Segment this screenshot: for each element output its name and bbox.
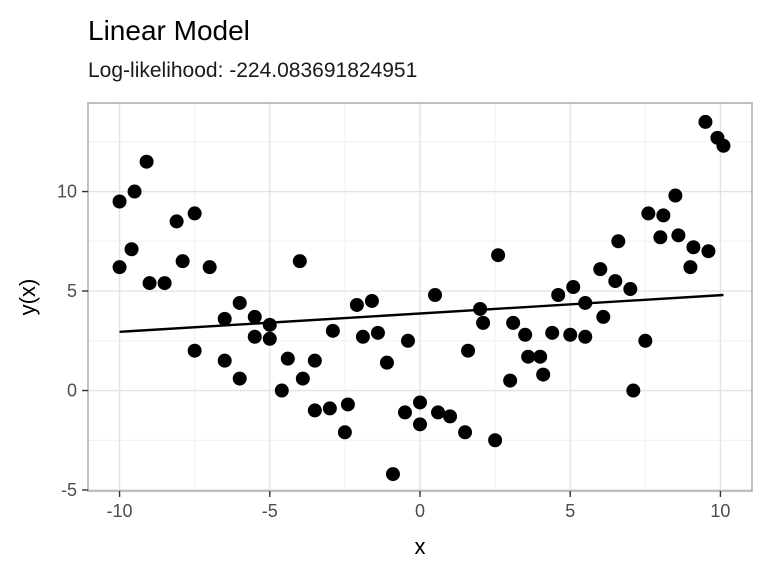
y-axis-tick-label: 5 [67, 281, 77, 301]
data-point [623, 282, 638, 297]
data-point [536, 367, 551, 382]
data-point [503, 373, 518, 388]
data-point [124, 242, 139, 257]
y-axis-tick-label: -5 [61, 480, 77, 500]
data-point [175, 254, 190, 269]
data-point [280, 351, 295, 366]
data-point [506, 315, 521, 330]
data-point [295, 371, 310, 386]
plot-subtitle: Log-likelihood: -224.083691824951 [88, 59, 418, 82]
data-point [307, 353, 322, 368]
data-point [683, 260, 698, 275]
data-point [262, 331, 277, 346]
data-point [262, 317, 277, 332]
data-point [638, 333, 653, 348]
data-point [142, 276, 157, 291]
data-point [340, 397, 355, 412]
data-point [443, 409, 458, 424]
data-point [656, 208, 671, 223]
data-point [578, 295, 593, 310]
data-point [413, 395, 427, 410]
data-point [521, 349, 536, 364]
data-point [413, 417, 427, 432]
x-axis-tick-label: 5 [565, 501, 575, 521]
data-point [431, 405, 446, 420]
data-point [626, 383, 641, 398]
data-point [322, 401, 337, 416]
data-point [337, 425, 352, 440]
data-point [458, 425, 473, 440]
data-point [476, 315, 491, 330]
data-point [716, 138, 731, 153]
data-point [518, 327, 533, 342]
data-point [370, 325, 385, 340]
data-point [112, 260, 127, 275]
data-point [578, 329, 593, 344]
data-point [247, 329, 262, 344]
data-point [217, 353, 232, 368]
data-point [397, 405, 412, 420]
data-point [611, 234, 626, 249]
y-axis-tick-label: 0 [67, 381, 77, 401]
data-point [596, 309, 611, 324]
data-point [232, 371, 247, 386]
data-point [217, 311, 232, 326]
data-point [641, 206, 656, 221]
data-point [608, 274, 623, 289]
data-point [566, 280, 581, 295]
data-point [473, 301, 488, 316]
data-point [563, 327, 578, 342]
data-point [671, 228, 686, 243]
plot-title: Linear Model [88, 15, 250, 46]
data-point [274, 383, 289, 398]
data-point [653, 230, 668, 245]
data-point [491, 248, 506, 263]
data-point [349, 297, 364, 312]
data-point [169, 214, 184, 229]
data-point [157, 276, 172, 291]
data-point [112, 194, 127, 209]
data-point [247, 309, 262, 324]
data-point [364, 293, 379, 308]
data-point [428, 288, 443, 303]
fit-line [119, 293, 724, 334]
data-point [461, 343, 476, 358]
data-point [533, 349, 548, 364]
x-axis-tick-label: -10 [107, 501, 133, 521]
data-point [355, 329, 370, 344]
data-point [551, 288, 566, 303]
data-point [385, 467, 400, 482]
data-point [202, 260, 217, 275]
x-axis-tick-label: 10 [710, 501, 730, 521]
data-point [668, 188, 683, 203]
y-axis-title: y(x) [15, 278, 40, 316]
x-axis-tick-label: 0 [415, 501, 425, 521]
data-point [232, 295, 247, 310]
y-axis-tick-label: 10 [57, 182, 77, 202]
data-point [686, 240, 701, 255]
data-point [488, 433, 503, 448]
data-point [379, 355, 394, 370]
data-point [187, 343, 202, 358]
data-point [307, 403, 322, 418]
data-point [698, 114, 713, 129]
data-point [127, 184, 142, 199]
data-point [325, 323, 340, 338]
data-point [701, 244, 716, 259]
data-point [139, 154, 154, 169]
data-point [187, 206, 202, 221]
data-point [545, 325, 560, 340]
data-point [593, 262, 608, 277]
data-point [292, 254, 307, 269]
x-axis-title: x [414, 534, 426, 559]
data-point [400, 333, 415, 348]
x-axis-tick-label: -5 [262, 501, 278, 521]
